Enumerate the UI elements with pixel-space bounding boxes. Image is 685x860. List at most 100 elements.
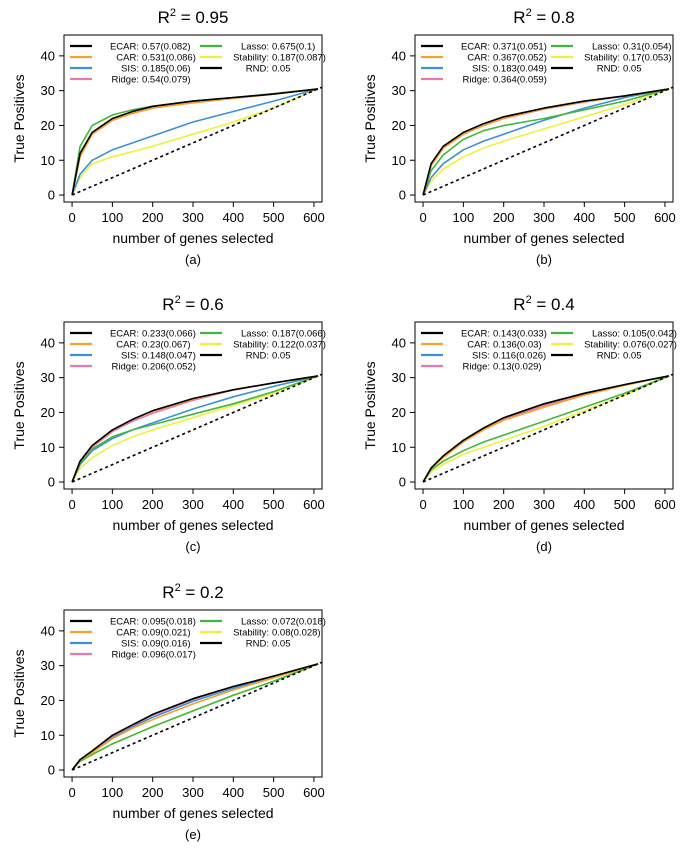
y-tick-label: 10 — [41, 153, 55, 168]
x-tick-label: 100 — [102, 785, 124, 800]
y-tick-label: 40 — [41, 623, 55, 638]
legend-value-stability: 0.122(0.037) — [272, 340, 326, 351]
x-tick-label: 400 — [573, 497, 595, 512]
panel-label: (a) — [185, 252, 201, 267]
legend-label-sis: SIS: — [472, 351, 490, 362]
series-line-lasso — [71, 663, 319, 771]
legend-label-rnd: RND: — [246, 351, 269, 362]
chart-title: R2 = 0.6 — [162, 294, 223, 314]
x-tick-label: 0 — [68, 785, 75, 800]
y-tick-label: 10 — [392, 440, 406, 455]
panel-label: (b) — [536, 252, 552, 267]
title-value: = 0.2 — [181, 583, 224, 602]
legend-label-ecar: ECAR: — [110, 42, 139, 53]
legend-value-ridge: 0.096(0.017) — [142, 650, 196, 661]
legend-value-car: 0.531(0.086) — [142, 53, 196, 64]
title-value: = 0.6 — [181, 295, 224, 314]
x-tick-label: 100 — [453, 210, 475, 225]
legend-label-sis: SIS: — [121, 351, 139, 362]
chart-panel-a: R2 = 0.95 0 100 200 300 400 500 600 0 10 20 30 40 num… — [11, 7, 326, 267]
series-line-ecar — [422, 88, 670, 196]
legend-value-stability: 0.17(0.053) — [623, 53, 672, 64]
y-tick-label: 10 — [41, 728, 55, 743]
y-tick-label: 0 — [399, 475, 406, 490]
series-line-ecar — [71, 663, 319, 771]
x-tick-label: 300 — [182, 785, 204, 800]
series-lines — [71, 661, 322, 771]
series-lines — [71, 86, 322, 196]
title-r: R — [158, 8, 170, 27]
y-tick-label: 0 — [48, 475, 55, 490]
series-lines — [422, 373, 673, 483]
chart-panel-e: R2 = 0.2 0 100 200 300 400 500 600 0 10 20 30 40 numb… — [11, 582, 326, 842]
legend-value-lasso: 0.187(0.066) — [272, 329, 326, 340]
x-tick-label: 0 — [419, 497, 426, 512]
series-line-lasso — [422, 88, 670, 196]
x-tick-label: 600 — [303, 497, 325, 512]
legend: ECAR: 0.095(0.018)CAR: 0.09(0.021)SIS: 0.09… — [70, 617, 326, 661]
y-tick-label: 30 — [41, 83, 55, 98]
series-line-ecar — [71, 88, 319, 196]
y-tick-label: 40 — [41, 48, 55, 63]
title-r: R — [513, 295, 525, 314]
series-lines — [422, 86, 673, 196]
legend-value-ridge: 0.54(0.079) — [142, 75, 191, 86]
legend-label-ecar: ECAR: — [461, 42, 490, 53]
legend-value-stability: 0.187(0.087) — [272, 53, 326, 64]
legend-label-lasso: Lasso: — [592, 329, 620, 340]
series-line-ecar — [422, 375, 670, 483]
chart-title: R2 = 0.2 — [162, 582, 223, 602]
title-value: = 0.95 — [176, 8, 228, 27]
legend: ECAR: 0.371(0.051)CAR: 0.367(0.052)SIS: 0.1… — [421, 42, 672, 86]
x-tick-label: 200 — [142, 785, 164, 800]
x-tick-label: 200 — [142, 497, 164, 512]
series-line-rnd — [71, 373, 322, 483]
x-tick-label: 100 — [453, 497, 475, 512]
y-tick-label: 20 — [392, 118, 406, 133]
series-line-stability — [422, 88, 670, 196]
legend-value-ecar: 0.143(0.033) — [493, 329, 547, 340]
y-tick-label: 40 — [41, 335, 55, 350]
y-axis-label: True Positives — [11, 361, 27, 449]
series-line-ecar — [71, 375, 319, 483]
legend-value-sis: 0.148(0.047) — [142, 351, 196, 362]
y-tick-label: 30 — [392, 370, 406, 385]
legend-label-lasso: Lasso: — [241, 617, 269, 628]
legend-label-ridge: Ridge: — [463, 362, 490, 373]
x-tick-label: 400 — [222, 497, 244, 512]
x-tick-label: 300 — [182, 497, 204, 512]
legend-label-ridge: Ridge: — [112, 650, 139, 661]
legend-value-lasso: 0.675(0.1) — [272, 42, 315, 53]
legend-label-stability: Stability: — [233, 340, 269, 351]
y-tick-label: 0 — [48, 763, 55, 778]
x-tick-label: 200 — [493, 210, 515, 225]
legend-value-rnd: 0.05 — [272, 639, 291, 650]
legend-label-stability: Stability: — [233, 53, 269, 64]
y-tick-label: 20 — [41, 405, 55, 420]
series-line-lasso — [422, 375, 670, 483]
title-superscript: 2 — [526, 294, 532, 306]
y-tick-label: 40 — [392, 335, 406, 350]
legend-label-ecar: ECAR: — [110, 329, 139, 340]
legend-value-car: 0.367(0.052) — [493, 53, 547, 64]
legend-label-stability: Stability: — [584, 53, 620, 64]
x-tick-label: 100 — [102, 497, 124, 512]
legend-value-rnd: 0.05 — [623, 351, 642, 362]
x-tick-label: 500 — [614, 497, 636, 512]
x-tick-label: 0 — [419, 210, 426, 225]
x-tick-label: 500 — [263, 497, 285, 512]
chart-title: R2 = 0.95 — [158, 7, 229, 27]
chart-panel-c: R2 = 0.6 0 100 200 300 400 500 600 0 10 20 30 40 numb… — [11, 294, 326, 554]
x-tick-label: 600 — [654, 497, 676, 512]
legend-label-ecar: ECAR: — [461, 329, 490, 340]
x-tick-label: 100 — [102, 210, 124, 225]
x-tick-label: 300 — [182, 210, 204, 225]
x-tick-label: 300 — [533, 497, 555, 512]
legend-value-lasso: 0.31(0.054) — [623, 42, 672, 53]
x-tick-label: 500 — [614, 210, 636, 225]
legend-label-stability: Stability: — [584, 340, 620, 351]
chart-title: R2 = 0.4 — [513, 294, 574, 314]
legend-value-sis: 0.183(0.049) — [493, 64, 547, 75]
y-axis-label: True Positives — [362, 74, 378, 162]
y-tick-label: 30 — [392, 83, 406, 98]
